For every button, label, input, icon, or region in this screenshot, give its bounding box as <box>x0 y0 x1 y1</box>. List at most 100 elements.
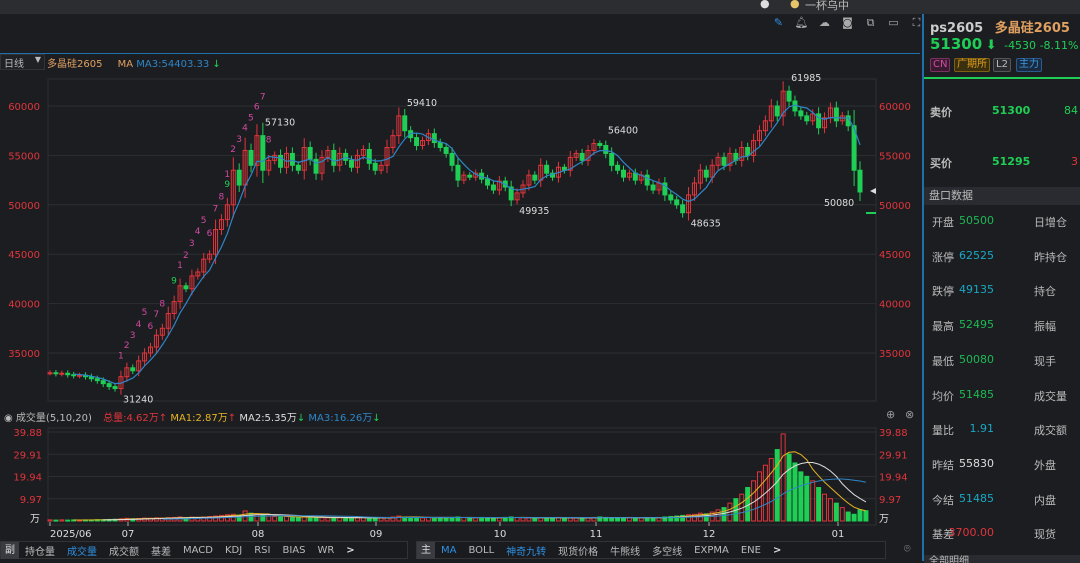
monitor-icon[interactable]: ▭ <box>888 16 899 29</box>
candle-down <box>431 133 437 144</box>
badge-main: 主力 <box>1016 58 1042 72</box>
quote-row: 开盘 50500 日增仓 <box>932 214 1080 230</box>
candle-down <box>106 383 112 388</box>
candle-down <box>402 115 408 132</box>
candle-up <box>224 204 230 221</box>
candle-down <box>579 152 585 161</box>
badge-l2[interactable]: L2 <box>993 58 1011 72</box>
volume-bar-down <box>644 517 650 522</box>
candle-down <box>437 142 443 148</box>
indicator-tab[interactable]: 牛熊线 <box>610 546 641 558</box>
copy-icon[interactable]: ⧉ <box>866 16 875 29</box>
cloud-icon[interactable]: ☁ <box>819 16 830 29</box>
indicator-tab[interactable]: BOLL <box>468 544 495 556</box>
quote-row: 最高 52495 振幅 <box>932 318 1080 334</box>
candle-up <box>691 182 697 196</box>
candle-down <box>833 107 839 122</box>
candle-up <box>751 140 757 156</box>
quote-value: 52495 <box>959 318 994 332</box>
collapse-icon[interactable]: ◉ <box>4 413 13 424</box>
x-tick-label: 08 <box>252 529 265 540</box>
indicator-tab[interactable]: 成交量 <box>67 546 97 558</box>
candle-down <box>443 146 449 154</box>
ma-label[interactable]: MA <box>117 59 134 70</box>
arrow-down-icon: ⬇ <box>985 38 997 53</box>
volume-bar-down <box>851 513 857 522</box>
x-tick-label: 11 <box>590 529 603 540</box>
volume-bar-up <box>301 516 307 522</box>
detail-tab[interactable]: 全部明细 <box>924 555 1080 563</box>
indicator-tab[interactable]: KDJ <box>224 544 243 556</box>
period-select[interactable]: 日线 ▼ <box>0 54 45 70</box>
td-sequence-label: 7 <box>260 93 266 103</box>
candle-up <box>195 271 201 277</box>
candle-up <box>396 115 402 137</box>
candle-up <box>780 90 786 117</box>
y-tick-label-right: 45000 <box>879 250 911 261</box>
candle-up <box>201 258 207 273</box>
indicator-tab[interactable]: 多空线 <box>652 546 683 558</box>
indicator-tab[interactable]: MACD <box>183 544 213 556</box>
indicator-tab[interactable]: EXPMA <box>694 544 729 556</box>
candle-down <box>774 105 780 117</box>
indicator-tab[interactable]: 持仓量 <box>25 546 55 558</box>
user-name[interactable]: 一杯乌中 <box>805 0 849 12</box>
candle-up <box>177 285 183 303</box>
kline-chart[interactable]: 60000 60000 55000 55000 50000 50000 45000 45000… <box>0 0 920 541</box>
indicator-tab[interactable]: 神奇九转 <box>506 546 547 558</box>
candle-down <box>816 113 822 129</box>
fullscreen-icon[interactable]: ⛶ <box>912 16 921 29</box>
quote-label: 跌停 <box>932 285 954 299</box>
volume-bar-down <box>295 516 301 522</box>
td-sequence-label: 8 <box>218 193 224 203</box>
pencil-icon[interactable]: ✎ <box>773 16 784 29</box>
quote-label: 振幅 <box>1034 320 1056 334</box>
y-tick-label: 40000 <box>8 300 40 311</box>
camera-icon[interactable]: ◙ <box>842 16 853 29</box>
user-avatar[interactable]: ● <box>790 0 800 10</box>
chevron-right-icon[interactable]: > <box>346 544 355 556</box>
quote-label: 开盘 <box>932 216 954 229</box>
vol-tick-label-right: 19.94 <box>879 473 908 484</box>
bell-icon[interactable]: 🔔︎ <box>794 16 809 29</box>
indicator-tab[interactable]: BIAS <box>282 544 306 556</box>
zoom-in-icon[interactable]: ⊕ <box>886 408 896 421</box>
candle-up <box>567 156 573 171</box>
candle-down <box>289 152 295 166</box>
volume-bar-down <box>863 510 869 522</box>
volume-bar-down <box>662 516 668 522</box>
indicator-tab[interactable]: 现货价格 <box>558 546 599 558</box>
chevron-right-icon[interactable]: > <box>772 544 782 556</box>
close-icon[interactable]: ⊗ <box>905 408 915 421</box>
candle-up <box>77 374 83 377</box>
indicator-tab[interactable]: WR <box>317 544 335 556</box>
volume-bar-up <box>839 507 845 522</box>
x-tick-label: 12 <box>703 529 716 540</box>
app-icon[interactable]: ● <box>760 0 770 10</box>
indicator-tab[interactable]: 基差 <box>151 546 171 558</box>
volume-bar-down <box>455 516 461 522</box>
candle-up <box>378 164 384 171</box>
candle-up <box>189 275 195 290</box>
indicator-tab[interactable]: 成交额 <box>109 546 139 558</box>
x-tick-label: 09 <box>370 529 383 540</box>
vol-tick-label-right: 29.91 <box>879 450 908 461</box>
candle-up <box>266 159 272 171</box>
quote-row: 均价 51485 成交量 <box>932 388 1080 404</box>
vol-tick-label-right: 39.88 <box>879 428 908 439</box>
candle-down <box>449 152 455 166</box>
indicator-tab[interactable]: RSI <box>254 544 271 556</box>
tab-bar-head: 副 <box>1 541 19 559</box>
indicator-tab[interactable]: MA <box>441 544 457 556</box>
main-indicator-tabs: 主 MA BOLL 神奇九转 现货价格 牛熊线 多空线 EXPMA ENE > <box>416 541 886 559</box>
candle-down <box>680 204 686 214</box>
location-icon[interactable]: ⌾ <box>904 542 911 555</box>
arrow-down-icon: ↓ <box>212 59 221 70</box>
volume-bar-up <box>396 515 402 522</box>
arrow-up-icon: ↑ <box>227 413 237 424</box>
section-header: 盘口数据 <box>924 187 1080 205</box>
bid-price: 51295 <box>992 155 1031 168</box>
indicator-tab[interactable]: ENE <box>740 544 761 556</box>
quote-label: 现货 <box>1034 528 1056 542</box>
volume-bar-down <box>313 516 319 522</box>
